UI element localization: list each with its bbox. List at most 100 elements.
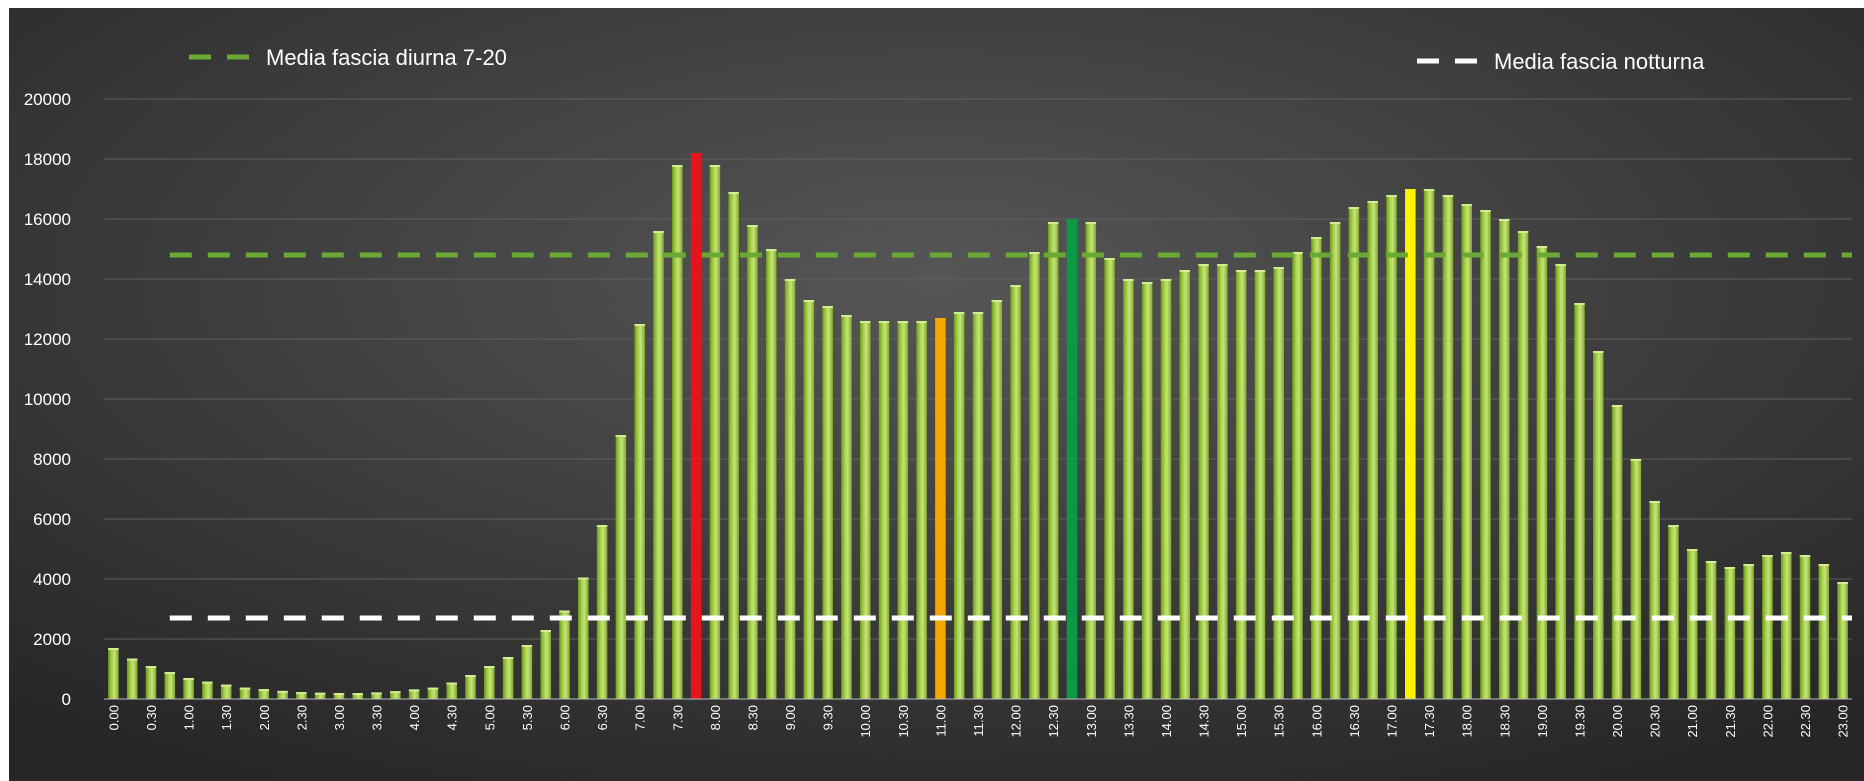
bar-8-15 <box>728 192 739 699</box>
x-tick-label: 16.00 <box>1309 705 1324 738</box>
bar-21-30 <box>1724 567 1736 699</box>
bar-9-45 <box>841 315 852 699</box>
x-tick-label: 12.30 <box>1046 705 1061 738</box>
bar-17-00 <box>1386 195 1397 699</box>
bar-15-45 <box>1292 252 1303 699</box>
x-tick-label: 5.30 <box>520 705 535 730</box>
bar-cap <box>1743 564 1754 566</box>
bar-cap <box>672 165 683 167</box>
bar-7-15 <box>653 231 664 699</box>
bar-cap <box>1010 285 1021 287</box>
bar-cap <box>765 249 777 251</box>
bar-22-45 <box>1818 564 1830 699</box>
x-tick-label: 8.00 <box>708 705 723 730</box>
x-tick-label: 20.00 <box>1610 705 1625 738</box>
bar-cap <box>1292 252 1303 254</box>
bar-8-00 <box>709 165 721 699</box>
bar-23-00 <box>1837 582 1848 699</box>
bar-21-00 <box>1686 549 1698 699</box>
x-tick-label: 6.30 <box>595 705 610 730</box>
y-tick-label: 16000 <box>24 210 71 229</box>
bar-cap <box>239 687 251 690</box>
bar-17-15 <box>1405 189 1416 699</box>
bar-cap <box>1367 201 1378 203</box>
bar-cap <box>784 279 796 281</box>
bar-13-00 <box>1085 222 1097 699</box>
bar-5-30 <box>521 645 533 699</box>
bar-cap <box>1536 246 1548 248</box>
x-tick-label: 2.30 <box>294 705 309 730</box>
bar-cap <box>953 312 965 314</box>
bar-cap <box>1724 567 1736 569</box>
bars <box>108 153 1848 699</box>
bar-2-15 <box>277 690 288 699</box>
bar-4-30 <box>446 682 457 699</box>
bar-3-15 <box>352 693 364 699</box>
y-tick-label: 8000 <box>33 450 71 469</box>
x-tick-label: 11.30 <box>971 705 986 737</box>
bar-7-30 <box>672 165 683 699</box>
x-tick-label: 15.30 <box>1272 705 1287 738</box>
bar-15-15 <box>1254 270 1266 699</box>
x-tick-label: 17.30 <box>1422 705 1437 738</box>
bar-4-00 <box>408 689 420 699</box>
bar-6-00 <box>559 610 570 699</box>
chart-area: 0 2000 4000 6000 8000 10000 12000 14000 16000 180… <box>9 8 1864 781</box>
x-tick-label: 14.30 <box>1197 705 1212 738</box>
bar-cap <box>916 321 927 323</box>
bar-0-30 <box>145 666 157 699</box>
bar-cap <box>1649 501 1660 503</box>
x-tick-label: 13.00 <box>1084 705 1099 738</box>
bar-cap <box>1611 405 1623 407</box>
bar-cap <box>690 153 702 155</box>
bar-cap <box>1141 282 1153 284</box>
bar-cap <box>465 675 476 677</box>
x-tick-label: 1.00 <box>182 705 197 730</box>
x-tick-label: 19.00 <box>1535 705 1550 738</box>
y-tick-label: 2000 <box>33 630 71 649</box>
bar-cap <box>822 306 833 308</box>
x-tick-label: 22.00 <box>1760 705 1775 738</box>
x-tick-label: 5.00 <box>482 705 497 730</box>
x-tick-label: 8.30 <box>745 705 760 730</box>
bar-13-30 <box>1123 279 1134 699</box>
x-tick-label: 18.00 <box>1460 705 1475 738</box>
bar-15-30 <box>1273 267 1284 699</box>
bar-cap <box>145 666 157 668</box>
bar-12-15 <box>1029 252 1040 699</box>
x-tick-label: 14.00 <box>1159 705 1174 738</box>
bar-22-30 <box>1799 555 1811 699</box>
x-tick-label: 20.30 <box>1648 705 1663 738</box>
bar-cap <box>1235 270 1247 272</box>
bar-cap <box>859 321 871 323</box>
bar-cap <box>1555 264 1566 266</box>
bar-cap <box>1818 564 1830 566</box>
bar-cap <box>615 435 627 437</box>
bar-cap <box>408 689 420 692</box>
y-tick-label: 4000 <box>33 570 71 589</box>
bar-17-30 <box>1423 189 1435 699</box>
bar-5-00 <box>484 666 495 699</box>
bar-cap <box>1574 303 1585 305</box>
x-tick-label: 4.30 <box>445 705 460 730</box>
bar-12-00 <box>1010 285 1021 699</box>
bar-chart: 0 2000 4000 6000 8000 10000 12000 14000 16000 180… <box>9 8 1864 781</box>
legend-label: Media fascia notturna <box>1494 49 1705 74</box>
x-tick-label: 0.00 <box>106 705 121 730</box>
x-tick-label: 3.00 <box>332 705 347 730</box>
bar-cap <box>333 693 345 695</box>
bar-cap <box>897 321 909 323</box>
bar-10-45 <box>916 321 927 699</box>
bar-cap <box>1461 204 1472 206</box>
bar-4-15 <box>427 687 439 699</box>
bar-11-30 <box>972 312 984 699</box>
bar-cap <box>258 689 270 692</box>
x-tick-label: 11.00 <box>933 705 948 737</box>
x-tick-label: 9.00 <box>783 705 798 730</box>
y-tick-label: 12000 <box>24 330 71 349</box>
x-tick-label: 1.30 <box>219 705 234 730</box>
bar-0-15 <box>126 658 138 699</box>
bar-11-15 <box>953 312 965 699</box>
bar-cap <box>352 693 364 695</box>
bar-12-30 <box>1047 222 1059 699</box>
